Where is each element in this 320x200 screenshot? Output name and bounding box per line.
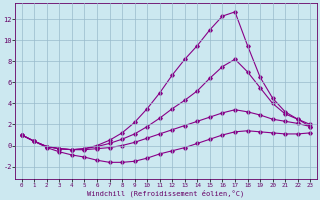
X-axis label: Windchill (Refroidissement éolien,°C): Windchill (Refroidissement éolien,°C) bbox=[87, 189, 244, 197]
